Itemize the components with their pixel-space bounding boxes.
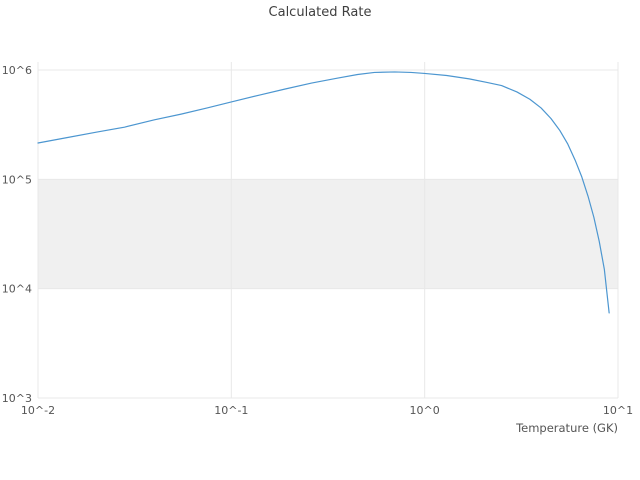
series-line [37,71,610,314]
y-tick-label: 10^6 [2,64,32,77]
shaded-band [38,179,618,289]
y-tick-label: 10^3 [2,392,32,405]
tick-label-layer: 10^-2 10^-1 10^0 10^1 10^3 10^4 10^5 10^6 [2,64,633,417]
y-tick-label: 10^4 [2,283,32,296]
x-tick-label: 10^1 [603,404,633,417]
series-layer [37,71,610,314]
y-tick-label: 10^5 [2,173,32,186]
x-tick-label: 10^-2 [21,404,55,417]
x-axis-title: Temperature (GK) [515,421,618,435]
chart-title: Calculated Rate [268,5,372,20]
x-tick-label: 10^-1 [214,404,248,417]
x-tick-label: 10^0 [410,404,440,417]
gridline-layer [37,62,619,399]
shaded-band-layer [38,179,618,289]
